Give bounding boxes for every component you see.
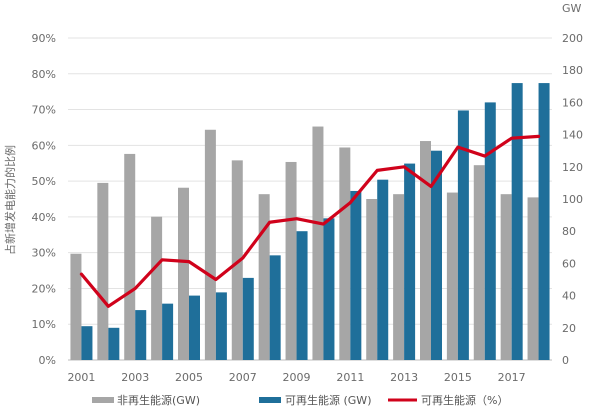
x-tick-label: 2017 (498, 371, 526, 384)
grid-lines (68, 37, 552, 361)
bar-nonrenewable (366, 199, 378, 360)
bar-renewable (323, 218, 335, 360)
left-tick-label: 40% (32, 211, 56, 224)
bars (70, 83, 550, 361)
bar-nonrenewable (473, 165, 485, 360)
legend: 非再生能源(GW) 可再生能源 (GW) 可再生能源（%） (92, 393, 508, 407)
left-axis-title: 占新增发电能力的比例 (3, 145, 17, 255)
right-tick-label: 40 (562, 290, 576, 303)
line-renewable-percent (79, 134, 541, 308)
legend-label-percent: 可再生能源（%） (421, 393, 508, 407)
legend-label-nonrenewable: 非再生能源(GW) (117, 393, 200, 407)
right-tick-label: 200 (562, 32, 583, 45)
bar-nonrenewable (97, 182, 109, 360)
right-tick-label: 80 (562, 225, 576, 238)
right-axis-ticks: 0 20 40 60 80 100 120 140 160 180 200 (562, 32, 583, 367)
left-tick-label: 70% (32, 104, 56, 117)
bar-nonrenewable (258, 194, 270, 360)
bar-renewable (511, 83, 523, 360)
bar-renewable (457, 110, 469, 360)
bar-nonrenewable (500, 194, 512, 360)
bar-nonrenewable (312, 126, 324, 360)
bar-renewable (189, 295, 200, 360)
bar-nonrenewable (178, 187, 189, 360)
bar-renewable (162, 303, 174, 360)
bar-renewable (242, 277, 254, 360)
bar-nonrenewable (151, 216, 163, 360)
left-axis-ticks: 0% 10% 20% 30% 40% 50% 60% 70% 80% 90% (32, 32, 56, 367)
right-tick-label: 160 (562, 96, 583, 109)
x-tick-label: 2009 (283, 371, 311, 384)
left-tick-label: 50% (32, 175, 56, 188)
bar-renewable (108, 327, 120, 360)
right-tick-label: 100 (562, 193, 583, 206)
x-tick-label: 2015 (444, 371, 472, 384)
left-tick-label: 0% (39, 354, 56, 367)
left-tick-label: 30% (32, 247, 56, 260)
bar-nonrenewable (124, 153, 136, 360)
right-tick-label: 140 (562, 129, 583, 142)
bar-nonrenewable (527, 197, 539, 360)
x-tick-label: 2003 (121, 371, 149, 384)
bar-nonrenewable (70, 253, 82, 360)
bar-renewable (538, 83, 550, 360)
bar-renewable (484, 102, 496, 361)
bar-renewable (350, 190, 362, 360)
x-tick-label: 2007 (229, 371, 257, 384)
bar-nonrenewable (285, 161, 297, 360)
right-tick-label: 180 (562, 64, 583, 77)
bar-nonrenewable (393, 194, 405, 360)
right-tick-label: 60 (562, 257, 576, 270)
bar-nonrenewable (231, 160, 243, 360)
bar-renewable (404, 163, 416, 360)
x-tick-label: 2001 (67, 371, 95, 384)
bar-renewable (215, 292, 227, 360)
legend-label-renewable: 可再生能源 (GW) (285, 393, 371, 407)
bar-renewable (81, 326, 93, 360)
bar-nonrenewable (420, 141, 431, 360)
bar-nonrenewable (446, 192, 458, 360)
x-tick-label: 2005 (175, 371, 203, 384)
right-axis-title: GW (562, 2, 582, 15)
right-tick-label: 120 (562, 161, 583, 174)
left-tick-label: 20% (32, 282, 56, 295)
legend-swatch-nonrenewable (92, 397, 114, 403)
left-tick-label: 90% (32, 32, 56, 45)
x-tick-label: 2013 (390, 371, 418, 384)
bar-nonrenewable (339, 147, 351, 360)
percent-line (79, 134, 541, 308)
left-tick-label: 80% (32, 68, 56, 81)
bar-renewable (269, 255, 281, 360)
left-tick-label: 60% (32, 139, 56, 152)
bar-renewable (377, 179, 389, 360)
bar-renewable (431, 150, 442, 360)
bar-nonrenewable (204, 129, 216, 360)
bar-renewable (296, 231, 308, 360)
x-tick-label: 2011 (336, 371, 364, 384)
x-axis-ticks: 2001 2003 2005 2007 2009 2011 2013 2015 2017 (67, 371, 525, 384)
left-tick-label: 10% (32, 318, 56, 331)
legend-swatch-renewable (259, 397, 281, 403)
right-tick-label: 0 (562, 354, 569, 367)
bar-renewable (135, 310, 147, 360)
right-tick-label: 20 (562, 322, 576, 335)
